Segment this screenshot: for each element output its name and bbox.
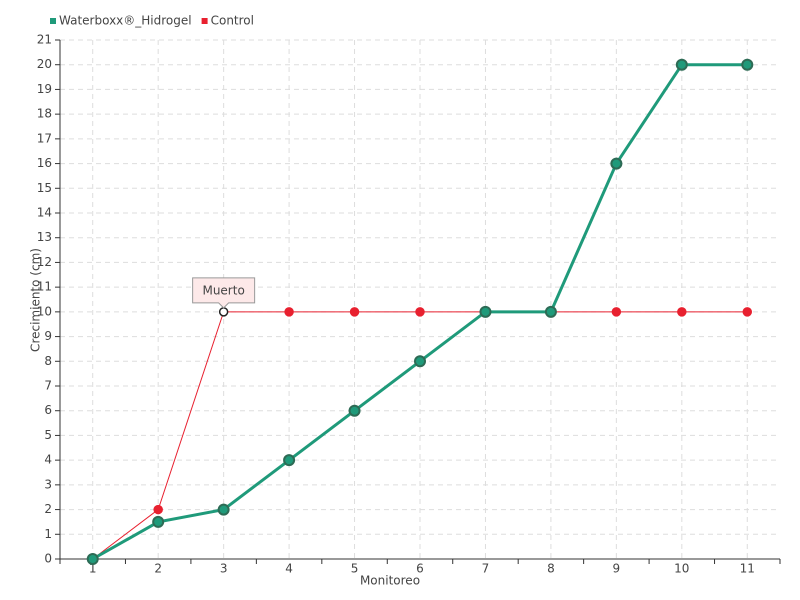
- y-tick-label: 16: [37, 156, 52, 170]
- y-tick-label: 14: [37, 206, 52, 220]
- y-tick-label: 18: [37, 107, 52, 121]
- data-point: [348, 404, 361, 417]
- y-tick-label: 2: [44, 502, 52, 516]
- data-point: [218, 307, 229, 317]
- y-tick-label: 8: [44, 354, 52, 368]
- data-point: [86, 553, 99, 565]
- data-point: [675, 58, 688, 71]
- legend-swatch: [50, 18, 56, 24]
- y-tick-label: 11: [37, 280, 52, 294]
- y-tick-label: 3: [44, 477, 52, 491]
- annotation-text: Muerto: [202, 283, 244, 297]
- data-point: [544, 305, 557, 318]
- y-tick-label: 12: [37, 255, 52, 269]
- x-tick-label: 1: [89, 562, 97, 576]
- legend-label: Waterboxx®_Hidrogel: [59, 14, 192, 28]
- data-point: [217, 503, 230, 516]
- y-tick-label: 10: [37, 304, 52, 318]
- y-tick-label: 0: [44, 552, 52, 566]
- data-point: [152, 515, 165, 528]
- x-tick-label: 4: [285, 562, 293, 576]
- data-point: [610, 157, 623, 170]
- data-point: [611, 307, 622, 317]
- x-axis-label: Monitoreo: [360, 574, 420, 588]
- y-tick-label: 19: [37, 82, 52, 96]
- data-point: [283, 454, 296, 467]
- x-tick-label: 10: [674, 562, 689, 576]
- x-tick-label: 3: [220, 562, 228, 576]
- data-point: [415, 307, 425, 317]
- legend-label: Control: [211, 14, 254, 28]
- x-tick-label: 2: [154, 562, 162, 576]
- data-point: [741, 58, 754, 71]
- data-point: [479, 305, 492, 318]
- y-tick-label: 5: [44, 428, 52, 442]
- y-tick-label: 1: [44, 527, 52, 541]
- x-tick-label: 6: [416, 562, 424, 576]
- x-tick-label: 11: [740, 562, 755, 576]
- y-tick-label: 17: [37, 131, 52, 145]
- data-point: [742, 307, 753, 317]
- y-tick-label: 7: [44, 379, 52, 393]
- annotation-box: [192, 277, 256, 309]
- y-tick-label: 9: [44, 329, 52, 343]
- y-tick-label: 6: [44, 403, 52, 417]
- data-point: [677, 307, 687, 317]
- y-tick-label: 20: [37, 57, 52, 71]
- y-axis-label: Crecimiento (cm): [29, 248, 43, 352]
- data-point: [349, 307, 360, 317]
- x-tick-label: 5: [351, 562, 359, 576]
- data-point: [153, 504, 163, 515]
- x-tick-label: 8: [547, 562, 555, 576]
- annotation: Muerto: [192, 277, 256, 309]
- x-tick-label: 9: [613, 562, 621, 576]
- y-tick-label: 4: [44, 453, 52, 467]
- y-tick-label: 15: [37, 181, 52, 195]
- y-tick-label: 21: [37, 33, 52, 47]
- data-point: [414, 355, 426, 368]
- data-point: [284, 307, 294, 317]
- legend-swatch: [201, 18, 208, 24]
- x-tick-label: 7: [482, 562, 490, 576]
- y-tick-label: 13: [37, 230, 52, 244]
